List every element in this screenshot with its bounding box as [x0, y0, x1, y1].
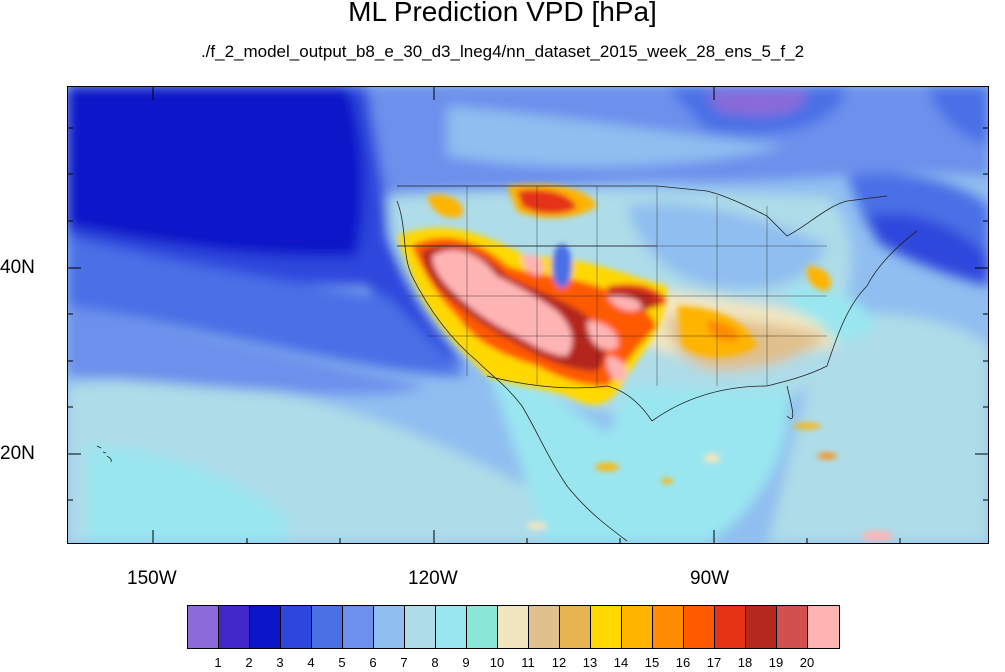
colorbar-label: 4	[307, 655, 315, 670]
colorbar-swatch	[374, 606, 405, 648]
colorbar-swatch	[622, 606, 653, 648]
lat-label-40n: 40N	[0, 257, 35, 278]
colorbar-label: 19	[768, 655, 784, 670]
vpd-map	[67, 86, 989, 544]
map-frame	[67, 86, 989, 544]
colorbar-label: 7	[400, 655, 408, 670]
map-subtitle: ./f_2_model_output_b8_e_30_d3_lneg4/nn_d…	[200, 42, 805, 61]
colorbar-swatch	[498, 606, 529, 648]
lat-label-20n: 20N	[0, 443, 35, 464]
colorbar-label: 8	[431, 655, 439, 670]
colorbar-label: 11	[521, 655, 535, 670]
colorbar-label: 13	[582, 655, 598, 670]
lon-label-90w: 90W	[690, 568, 730, 589]
colorbar-label: 1	[214, 655, 222, 670]
colorbar	[187, 605, 840, 649]
colorbar-label: 17	[706, 655, 722, 670]
colorbar-swatch	[250, 606, 281, 648]
colorbar-swatch	[343, 606, 374, 648]
colorbar-swatch	[653, 606, 684, 648]
colorbar-swatch	[808, 606, 839, 648]
colorbar-swatch	[405, 606, 436, 648]
colorbar-label: 12	[551, 655, 567, 670]
colorbar-swatch	[219, 606, 250, 648]
colorbar-label: 18	[737, 655, 753, 670]
colorbar-swatch	[467, 606, 498, 648]
colorbar-label: 3	[276, 655, 284, 670]
colorbar-swatch	[529, 606, 560, 648]
colorbar-swatch	[560, 606, 591, 648]
colorbar-label: 5	[338, 655, 346, 670]
vpd-map-svg	[67, 86, 989, 544]
colorbar-swatch	[715, 606, 746, 648]
colorbar-swatch	[591, 606, 622, 648]
colorbar-swatch	[684, 606, 715, 648]
colorbar-label: 2	[245, 655, 253, 670]
boundaries	[96, 185, 918, 542]
lon-label-150w: 150W	[127, 568, 177, 589]
colorbar-label: 15	[644, 655, 660, 670]
colorbar-label: 6	[369, 655, 377, 670]
map-ticks	[67, 86, 989, 544]
colorbar-swatch	[746, 606, 777, 648]
lon-label-120w: 120W	[408, 568, 458, 589]
colorbar-label: 10	[489, 655, 505, 670]
vpd-hotspots	[397, 184, 893, 541]
colorbar-label: 9	[462, 655, 470, 670]
colorbar-swatch	[188, 606, 219, 648]
colorbar-label: 16	[675, 655, 691, 670]
colorbar-swatch	[281, 606, 312, 648]
colorbar-swatch	[777, 606, 808, 648]
colorbar-label: 14	[613, 655, 629, 670]
colorbar-label: 20	[799, 655, 815, 670]
map-title: ML Prediction VPD [hPa]	[348, 0, 657, 27]
colorbar-swatch	[436, 606, 467, 648]
colorbar-swatch	[312, 606, 343, 648]
